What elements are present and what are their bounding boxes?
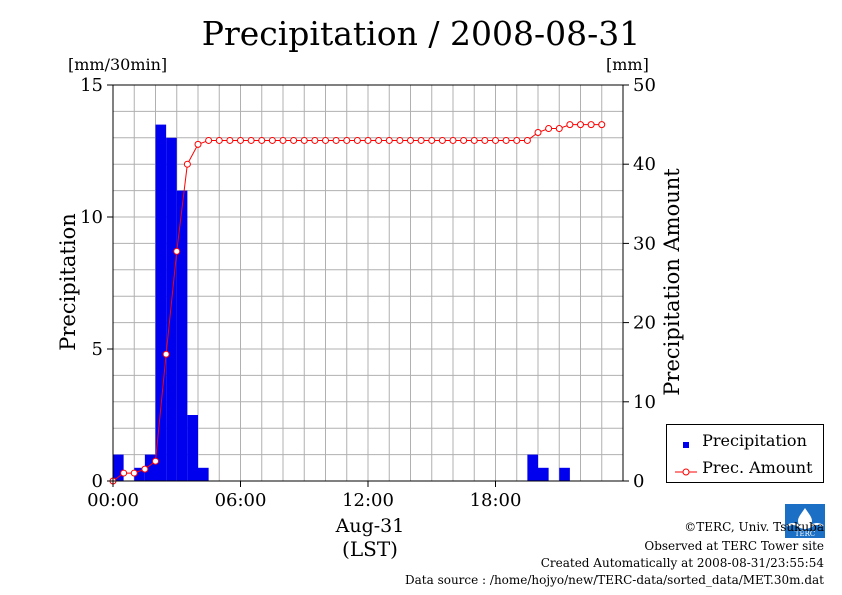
x-tick-label: 06:00: [215, 490, 267, 511]
amount-point: [162, 350, 170, 358]
amount-point: [141, 465, 149, 473]
x-tick-label: 00:00: [87, 490, 139, 511]
amount-point: [120, 469, 128, 477]
terc-logo: TERC: [785, 504, 825, 538]
amount-point: [279, 136, 287, 144]
precip-bar: [187, 415, 198, 481]
amount-point: [173, 247, 181, 255]
precip-bar: [198, 467, 209, 481]
amount-point: [449, 136, 457, 144]
credit-created: Created Automatically at 2008-08-31/23:5…: [540, 556, 824, 570]
amount-point: [470, 136, 478, 144]
amount-point: [577, 121, 584, 129]
legend-item-precipitation: Precipitation: [675, 431, 807, 450]
left-tick-label: 5: [92, 339, 103, 360]
credit-org: ©TERC, Univ. Tsukuba: [684, 520, 824, 534]
amount-point: [587, 121, 595, 129]
amount-point: [194, 140, 202, 148]
amount-point: [460, 136, 468, 144]
x-tick-label: 12:00: [342, 490, 394, 511]
axis-ticks: 0 5 10 15 0 10 20 30 40 50 00:00 06:00 12:00 18:00: [80, 75, 656, 511]
amount-point: [258, 136, 266, 144]
amount-point: [183, 160, 191, 168]
amount-point: [353, 136, 361, 144]
amount-point: [152, 457, 159, 465]
legend: Precipitation Prec. Amount: [666, 424, 824, 483]
right-tick-label: 30: [633, 233, 656, 254]
precip-bar: [538, 467, 549, 481]
right-tick-label: 50: [633, 75, 656, 96]
precip-bar: [155, 124, 167, 481]
amount-point: [311, 136, 319, 144]
precip-bar: [527, 454, 538, 481]
precip-bar: [166, 137, 177, 482]
amount-point: [555, 125, 563, 133]
amount-point: [417, 136, 425, 144]
precip-bar: [113, 454, 124, 481]
amount-point: [481, 136, 489, 144]
x-tick-label: 18:00: [470, 490, 522, 511]
amount-point: [375, 136, 383, 144]
amount-point: [364, 136, 372, 144]
amount-point: [130, 469, 138, 477]
amount-point: [300, 136, 308, 144]
legend-item-amount: Prec. Amount: [675, 458, 813, 477]
precip-bar: [144, 454, 156, 481]
precip-bar: [134, 467, 145, 481]
amount-point: [545, 125, 553, 133]
credit-site: Observed at TERC Tower site: [644, 539, 824, 553]
amount-point: [438, 136, 446, 144]
amount-point: [566, 121, 574, 129]
right-tick-label: 20: [633, 313, 656, 334]
right-tick-label: 0: [633, 471, 644, 492]
right-tick-label: 40: [633, 154, 656, 175]
amount-point: [226, 136, 234, 144]
amount-point: [407, 136, 414, 144]
amount-point: [396, 136, 404, 144]
amount-point: [598, 121, 606, 129]
legend-bar-swatch: [675, 436, 697, 448]
x-axis-label: Aug-31: [335, 515, 405, 537]
amount-point: [523, 136, 531, 144]
left-axis-unit: [mm/30min]: [68, 55, 168, 74]
precip-bar: [176, 190, 188, 481]
credit-source: Data source : /home/hojyo/new/TERC-data/…: [405, 573, 824, 587]
amount-point: [534, 129, 542, 137]
legend-line-swatch: [675, 463, 697, 475]
amount-point: [502, 136, 510, 144]
amount-point: [343, 136, 351, 144]
left-tick-label: 0: [92, 471, 103, 492]
amount-point: [322, 136, 329, 144]
amount-point: [332, 136, 340, 144]
amount-point: [205, 136, 213, 144]
x-axis-unit: (LST): [342, 537, 398, 561]
amount-point: [492, 136, 499, 144]
left-tick-label: 15: [80, 75, 103, 96]
amount-point: [215, 136, 223, 144]
right-axis-unit: [mm]: [606, 55, 649, 74]
amount-point: [385, 136, 393, 144]
chart-title: Precipitation / 2008-08-31: [201, 14, 641, 53]
amount-point: [428, 136, 436, 144]
logo-text: TERC: [795, 530, 815, 538]
amount-point: [268, 136, 276, 144]
right-tick-label: 10: [633, 392, 656, 413]
amount-point: [237, 136, 244, 144]
precipitation-bars: [113, 124, 570, 482]
amount-point: [290, 136, 298, 144]
legend-label-precipitation: Precipitation: [702, 431, 807, 450]
left-tick-label: 10: [80, 207, 103, 228]
precip-bar: [559, 467, 570, 481]
legend-label-amount: Prec. Amount: [702, 458, 813, 477]
amount-line: [109, 121, 606, 485]
amount-point: [247, 136, 255, 144]
amount-point: [513, 136, 521, 144]
